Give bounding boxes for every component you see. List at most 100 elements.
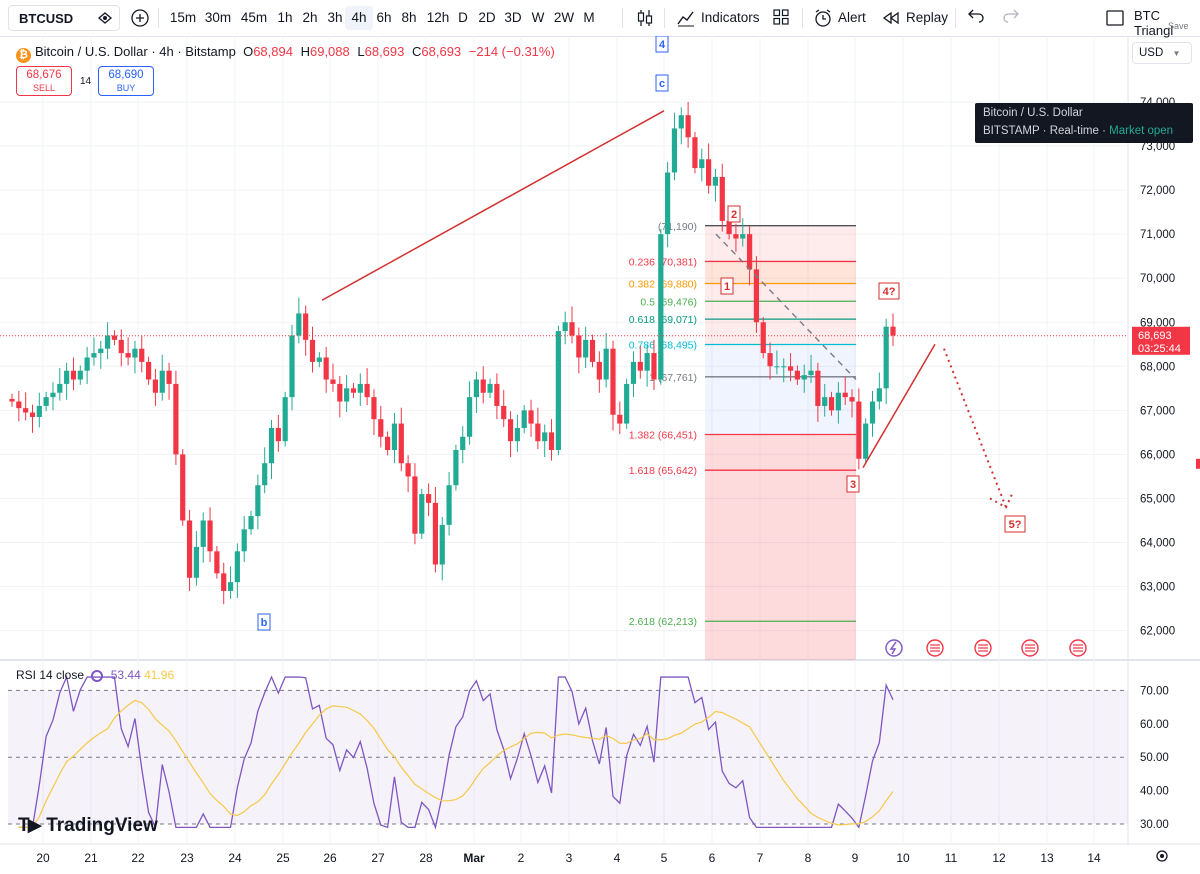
- add-symbol-icon[interactable]: [130, 8, 150, 33]
- symbol-info-tooltip: Bitcoin / U.S. Dollar BITSTAMP · Real-ti…: [975, 103, 1193, 143]
- candle-body: [528, 410, 534, 424]
- price-tick-label: 68,000: [1140, 361, 1175, 373]
- settings-gear-icon[interactable]: [1156, 850, 1168, 862]
- interval-button-12h[interactable]: 12h: [426, 10, 450, 25]
- time-tick-label: 10: [896, 851, 910, 865]
- candle-body: [767, 353, 773, 367]
- toolbar-divider: [158, 8, 159, 28]
- alert-clock-icon[interactable]: [813, 8, 833, 33]
- candles-chart-type-icon[interactable]: [636, 8, 654, 33]
- time-tick-label: 25: [276, 851, 290, 865]
- candle-body: [589, 339, 596, 362]
- currency-selector[interactable]: USD ▼: [1132, 42, 1192, 64]
- candle-body: [439, 524, 445, 565]
- price-tick-label: 63,000: [1140, 582, 1175, 594]
- candle-body: [234, 551, 240, 583]
- layout-name[interactable]: BTC Triangl: [1134, 8, 1174, 38]
- time-tick-label: 13: [1040, 851, 1054, 865]
- candle-body: [43, 397, 49, 406]
- chart-canvas[interactable]: (71,190)0.236 (70,381)0.382 (69,880)0.5 …: [0, 36, 1200, 874]
- candle-body: [145, 361, 152, 380]
- fib-extension: (71,190)0.236 (70,381)0.382 (69,880)0.5 …: [629, 221, 856, 660]
- legend-title: Bitcoin / U.S. Dollar · 4h · Bitstamp: [35, 44, 236, 59]
- candle-body: [562, 322, 568, 332]
- interval-button-2W[interactable]: 2W: [553, 10, 575, 25]
- candle-body: [514, 427, 520, 442]
- lightning-icon: [885, 639, 903, 657]
- close-value: 68,693: [421, 44, 462, 59]
- candle-body: [808, 370, 814, 376]
- interval-button-15m[interactable]: 15m: [169, 10, 197, 25]
- interval-button-W[interactable]: W: [531, 10, 545, 25]
- wave-label: 2: [731, 209, 737, 221]
- interval-button-M[interactable]: M: [583, 10, 595, 25]
- candle-body: [350, 388, 357, 393]
- wave-label-box: [655, 36, 669, 53]
- candle-body: [309, 339, 316, 362]
- undo-icon[interactable]: [967, 8, 985, 31]
- rsi-title: RSI 14 close: [16, 668, 85, 682]
- interval-button-8h[interactable]: 8h: [401, 10, 417, 25]
- interval-button-4h[interactable]: 4h: [345, 6, 373, 30]
- candle-body: [9, 398, 15, 402]
- indicators-icon[interactable]: [676, 8, 696, 33]
- candle-body: [98, 348, 104, 354]
- candle-body: [637, 361, 643, 371]
- interval-button-3D[interactable]: 3D: [504, 10, 522, 25]
- candle-body: [828, 397, 835, 411]
- candle-body: [36, 405, 42, 417]
- candle-body: [330, 379, 336, 384]
- save-label[interactable]: Save: [1168, 21, 1189, 31]
- sell-button[interactable]: 68,676 SELL: [16, 66, 72, 96]
- low-label: L: [357, 44, 365, 59]
- layout-square-icon[interactable]: [1105, 8, 1125, 33]
- currency-label: USD: [1139, 47, 1164, 59]
- top-toolbar: BTCUSD 15m 30m 45m 1h 2h 3h 4h 6h 8h 12h D 2D 3D W 2W M…: [0, 0, 1200, 38]
- time-axis: 20 21 22 23 24 25 26 27 28 Mar 2 3 4 5 6 7 8 9 10 11 12 13 14: [36, 850, 1168, 865]
- wave-label: 5?: [1009, 519, 1022, 531]
- interval-button-1h[interactable]: 1h: [277, 10, 293, 25]
- wave-drawings: 4 c b 2 1 3 4? 5?: [0, 36, 1128, 657]
- candle-body: [678, 115, 684, 129]
- replay-icon[interactable]: [881, 8, 901, 33]
- symbol-name: BTCUSD: [19, 11, 74, 26]
- wave-label: 4: [659, 39, 666, 51]
- interval-button-45m[interactable]: 45m: [240, 10, 268, 25]
- interval-button-30m[interactable]: 30m: [204, 10, 232, 25]
- time-tick-label: 21: [84, 851, 98, 865]
- candle-body: [801, 375, 807, 380]
- candle-body: [835, 392, 841, 411]
- candle-body: [378, 419, 384, 437]
- time-tick-label: 7: [757, 851, 764, 865]
- time-tick-label: 26: [323, 851, 337, 865]
- wave-label-box: [727, 205, 741, 223]
- indicators-button[interactable]: Indicators: [701, 10, 760, 25]
- rsi-settings-icon[interactable]: [91, 670, 104, 682]
- interval-button-6h[interactable]: 6h: [376, 10, 392, 25]
- wave-label-box: [878, 282, 900, 300]
- alert-button[interactable]: Alert: [838, 10, 866, 25]
- buy-button[interactable]: 68,690 BUY: [98, 66, 154, 96]
- layout-grid-icon[interactable]: [772, 8, 790, 31]
- candle-body: [248, 516, 254, 530]
- candle-body: [692, 137, 698, 169]
- candle-body: [548, 432, 555, 450]
- candle-body: [289, 335, 295, 398]
- interval-button-2D[interactable]: 2D: [478, 10, 496, 25]
- interval-button-3h[interactable]: 3h: [327, 10, 343, 25]
- buy-price: 68,690: [108, 69, 144, 81]
- buy-label: BUY: [116, 83, 136, 93]
- candle-body: [651, 353, 657, 380]
- candle-body: [890, 326, 896, 336]
- alert-marker: [1196, 458, 1200, 469]
- symbol-legend: ₿ Bitcoin / U.S. Dollar · 4h · Bitstamp O…: [16, 44, 559, 63]
- symbol-search[interactable]: BTCUSD: [8, 5, 120, 31]
- replay-button[interactable]: Replay: [906, 10, 949, 25]
- redo-icon[interactable]: [1002, 8, 1020, 31]
- dashed-trend-line: [715, 233, 857, 381]
- rsi-tick-label: 60.00: [1140, 719, 1169, 731]
- symbol-compare-icon[interactable]: [97, 10, 113, 31]
- price-tick-label: 67,000: [1140, 405, 1175, 417]
- interval-button-2h[interactable]: 2h: [302, 10, 318, 25]
- interval-button-D[interactable]: D: [458, 10, 468, 25]
